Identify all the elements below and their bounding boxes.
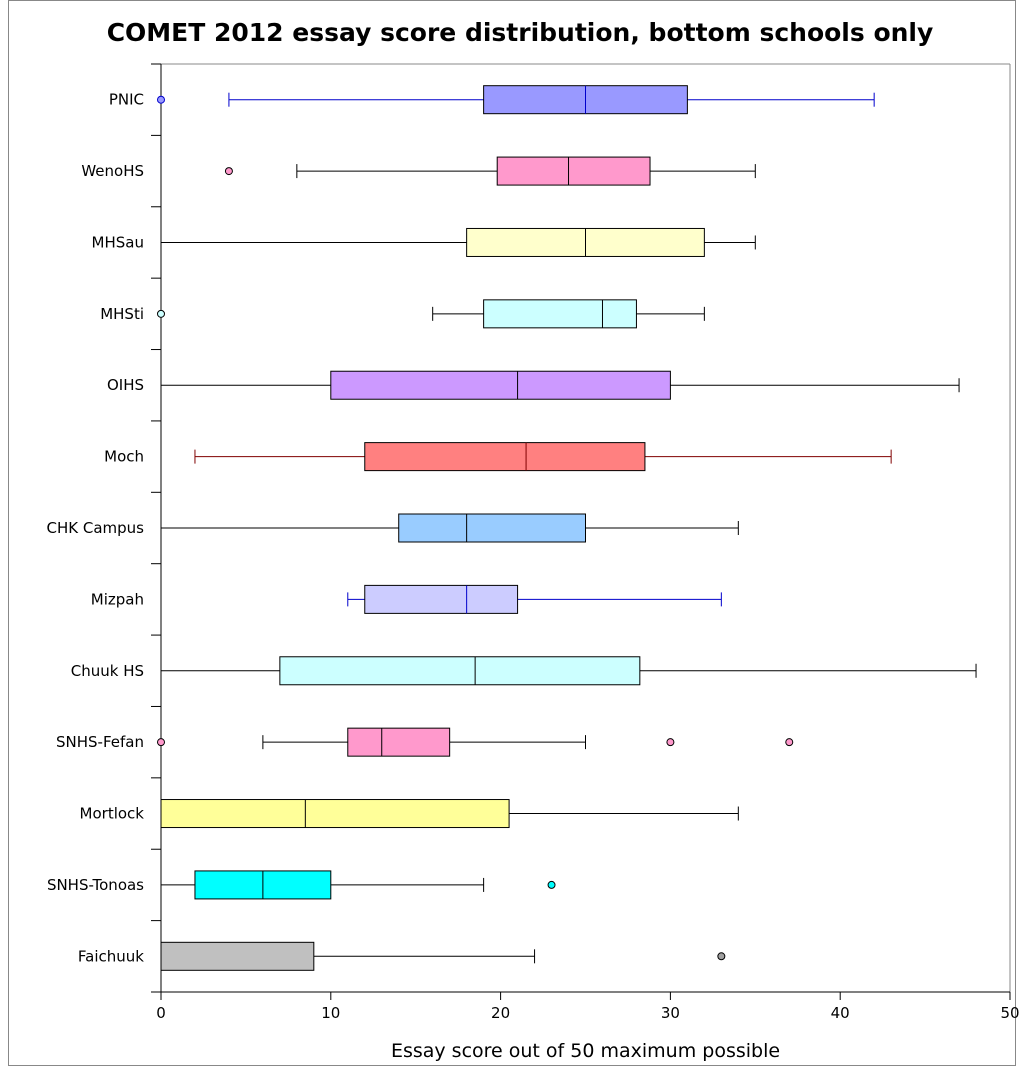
- outlier-point: [785, 738, 794, 747]
- box-group: SNHS-Tonoas: [47, 870, 556, 900]
- box-group: Moch: [104, 442, 892, 472]
- category-label: SNHS-Tonoas: [47, 876, 144, 894]
- x-tick-label: 50: [1000, 1004, 1019, 1022]
- category-label: MHSti: [100, 305, 144, 323]
- category-label: WenoHS: [81, 162, 144, 180]
- x-tick-label: 0: [156, 1004, 166, 1022]
- box-iqr: [364, 584, 519, 614]
- box-group: WenoHS: [81, 156, 756, 186]
- box-group: SNHS-Fefan: [56, 727, 794, 757]
- chart-frame: [8, 0, 1016, 1066]
- chart-title: COMET 2012 essay score distribution, bot…: [106, 18, 934, 47]
- category-label: Faichuuk: [78, 947, 144, 965]
- box-iqr: [279, 656, 641, 686]
- category-label: OIHS: [107, 376, 144, 394]
- box-group: Chuuk HS: [71, 656, 977, 686]
- category-label: Mizpah: [91, 590, 144, 608]
- box-group: CHK Campus: [47, 513, 739, 543]
- outlier-point: [666, 738, 675, 747]
- box-group: OIHS: [107, 370, 960, 400]
- box-series: PNIC WenoHS MHSau MHSti OIHS Moch CHK Campus Mi…: [47, 85, 977, 971]
- box-group: PNIC: [109, 85, 875, 115]
- box-iqr: [160, 941, 315, 971]
- x-tick-label: 20: [491, 1004, 510, 1022]
- outlier-point: [547, 880, 556, 889]
- x-tick-label: 40: [831, 1004, 850, 1022]
- box-group: Faichuuk: [78, 941, 726, 971]
- box-group: Mizpah: [91, 584, 722, 614]
- category-label: Chuuk HS: [71, 662, 144, 680]
- category-label: CHK Campus: [47, 519, 145, 537]
- box-iqr: [496, 156, 651, 186]
- category-label: SNHS-Fefan: [56, 733, 144, 751]
- x-axis-label: Essay score out of 50 maximum possible: [391, 1040, 780, 1062]
- outlier-point: [717, 952, 726, 961]
- box-iqr: [364, 442, 646, 472]
- box-iqr: [330, 370, 671, 400]
- box-iqr: [398, 513, 586, 543]
- category-label: MHSau: [92, 233, 144, 251]
- box-iqr: [347, 727, 451, 757]
- box-group: Mortlock: [80, 799, 739, 829]
- box-iqr: [160, 799, 510, 829]
- box-group: MHSau: [92, 227, 756, 257]
- x-tick-label: 10: [321, 1004, 340, 1022]
- box-iqr: [483, 299, 637, 329]
- x-tick-label: 30: [661, 1004, 680, 1022]
- category-label: Mortlock: [80, 805, 145, 823]
- category-label: PNIC: [109, 91, 144, 109]
- category-label: Moch: [104, 448, 144, 466]
- outlier-point: [157, 309, 165, 318]
- outlier-point: [157, 95, 165, 104]
- outlier-point: [224, 167, 233, 176]
- plot-axes: 0 10 20 30 40 50: [151, 63, 1020, 1022]
- box-group: MHSti: [100, 299, 705, 329]
- outlier-point: [157, 738, 165, 747]
